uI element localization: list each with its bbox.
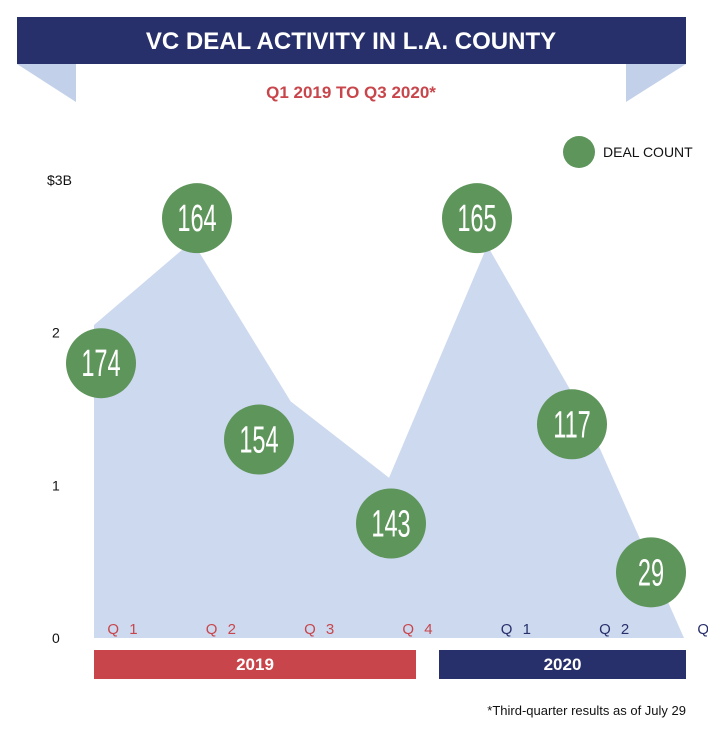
legend-label: DEAL COUNT bbox=[603, 144, 693, 160]
year-label: 2020 bbox=[544, 655, 582, 674]
y-tick-label: 1 bbox=[52, 477, 60, 493]
deal-count-label: 164 bbox=[177, 196, 216, 239]
x-tick-label: Q 3 bbox=[304, 621, 337, 638]
deal-count-label: 117 bbox=[553, 402, 591, 445]
ribbon-left-fold bbox=[17, 64, 76, 102]
deal-count-bubble bbox=[356, 488, 426, 559]
y-tick-label: 2 bbox=[52, 325, 60, 341]
deal-count-bubble bbox=[537, 389, 607, 460]
x-tick-label: Q 1 bbox=[107, 621, 140, 638]
year-bar bbox=[439, 650, 686, 679]
ribbon-right-fold bbox=[626, 64, 686, 102]
legend-swatch bbox=[563, 136, 595, 168]
deal-count-bubble bbox=[66, 328, 136, 399]
year-label: 2019 bbox=[236, 655, 274, 674]
deal-count-label: 174 bbox=[81, 341, 120, 384]
deal-count-bubble bbox=[224, 404, 294, 475]
deal-count-bubble bbox=[442, 183, 512, 254]
chart-title: VC DEAL ACTIVITY IN L.A. COUNTY bbox=[146, 28, 556, 55]
deal-value-area bbox=[94, 241, 684, 639]
footnote: *Third-quarter results as of July 29 bbox=[487, 703, 686, 718]
deal-count-label: 29 bbox=[638, 550, 664, 593]
legend: DEAL COUNT bbox=[563, 136, 693, 168]
year-bars: 2019 2020 bbox=[94, 650, 686, 679]
title-banner: VC DEAL ACTIVITY IN L.A. COUNTY bbox=[17, 17, 686, 102]
deal-count-label: 165 bbox=[457, 196, 496, 239]
deal-count-label: 143 bbox=[371, 502, 410, 545]
x-tick-label: Q 3 bbox=[697, 621, 708, 638]
x-tick-label: Q 4 bbox=[402, 621, 435, 638]
x-axis-quarter-labels: Q 1 Q 2 Q 3 Q 4 Q 1 Q 2 Q 3 bbox=[107, 621, 708, 638]
deal-count-bubbles: 174 164 154 143 165 117 29 bbox=[66, 183, 686, 608]
year-bar bbox=[94, 650, 416, 679]
y-axis: 0 1 2 $3B bbox=[47, 172, 72, 646]
x-tick-label: Q 2 bbox=[206, 621, 239, 638]
chart-subtitle: Q1 2019 TO Q3 2020* bbox=[266, 83, 436, 102]
deal-count-bubble bbox=[162, 183, 232, 254]
x-tick-label: Q 2 bbox=[599, 621, 632, 638]
y-tick-label: $3B bbox=[47, 172, 72, 188]
title-bar bbox=[17, 17, 686, 64]
y-tick-label: 0 bbox=[52, 630, 60, 646]
deal-count-label: 154 bbox=[239, 418, 278, 461]
deal-count-bubble bbox=[616, 537, 686, 608]
x-tick-label: Q 1 bbox=[501, 621, 534, 638]
